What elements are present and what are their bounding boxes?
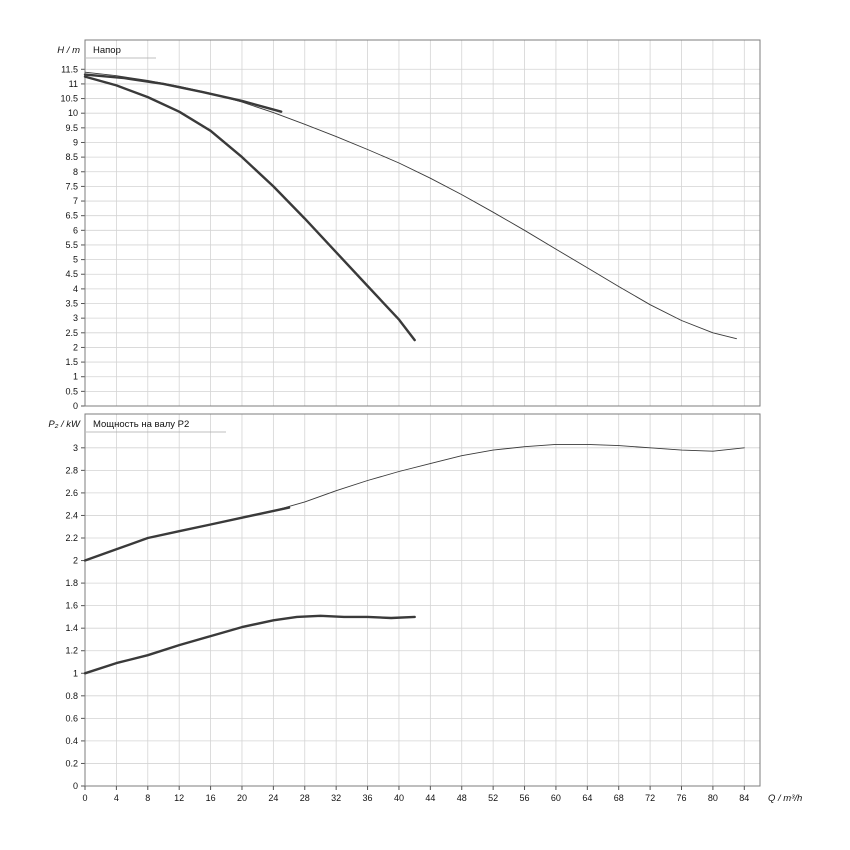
y-tick-label: 5 xyxy=(73,255,78,265)
y-tick-label: 2 xyxy=(73,556,78,566)
y-tick-label: 6.5 xyxy=(65,211,78,221)
y-tick-label: 0 xyxy=(73,401,78,411)
x-tick-label: 4 xyxy=(114,793,119,803)
y-tick-label: 2.4 xyxy=(65,510,78,520)
power-chart-layer: 0 0.2 0.4 0.6 0.8 1 1.2 1.4 1.6 1.8 2 2.2 2.4 2.6 2.8 3… xyxy=(65,413,761,803)
y-tick-label: 3 xyxy=(73,443,78,453)
x-tick-label: 72 xyxy=(645,793,655,803)
y-tick-label: 2.2 xyxy=(65,533,78,543)
y-tick-label: 6 xyxy=(73,225,78,235)
plot-frame xyxy=(84,39,761,407)
head-chart-layer: 00.511.522.533.544.555.566.577.588.599.5… xyxy=(60,39,761,411)
x-tick-label: 20 xyxy=(237,793,247,803)
head-chart-title: Напор xyxy=(93,45,121,56)
y-tick-label: 11 xyxy=(69,79,78,89)
x-tick-label: 60 xyxy=(551,793,561,803)
y-tick-label: 8 xyxy=(73,167,78,177)
y-tick-label: 1.8 xyxy=(65,578,78,588)
y-tick-label: 5.5 xyxy=(65,240,78,250)
x-tick-label: 36 xyxy=(363,793,373,803)
y-tick-label: 1 xyxy=(73,668,78,678)
x-tick-label: 56 xyxy=(520,793,530,803)
x-axis-unit-label: Q / m³/h xyxy=(768,793,802,804)
x-tick-label: 28 xyxy=(300,793,310,803)
x-tick-label: 0 xyxy=(82,793,87,803)
x-tick-label: 8 xyxy=(145,793,150,803)
power-axis-unit-label: P₂ / kW xyxy=(48,419,81,430)
y-tick-label: 1.6 xyxy=(65,601,78,611)
power-chart-title: Мощность на валу P2 xyxy=(93,419,189,430)
y-tick-label: 7 xyxy=(73,196,78,206)
y-tick-label: 0.6 xyxy=(65,713,78,723)
x-tick-label: 12 xyxy=(174,793,184,803)
head-curve-upper-bold xyxy=(83,73,283,113)
head-curve-steep-bold xyxy=(83,75,416,342)
y-tick-label: 1.2 xyxy=(65,646,78,656)
y-tick-label: 4 xyxy=(73,284,78,294)
head-curve-max-speed-thin xyxy=(84,71,737,340)
y-tick-label: 4.5 xyxy=(65,269,78,279)
x-tick-label: 44 xyxy=(425,793,435,803)
y-tick-label: 2.8 xyxy=(65,465,78,475)
x-tick-label: 40 xyxy=(394,793,404,803)
y-tick-label: 2.5 xyxy=(65,328,78,338)
x-tick-label: 16 xyxy=(206,793,216,803)
y-tick-label: 0.4 xyxy=(65,736,78,746)
y-tick-label: 1.5 xyxy=(65,357,78,367)
y-tick-label: 2 xyxy=(73,342,78,352)
power-curve-max-speed-thin xyxy=(84,443,745,561)
x-tick-label: 32 xyxy=(331,793,341,803)
y-tick-label: 0.8 xyxy=(65,691,78,701)
y-tick-label: 0.5 xyxy=(65,386,78,396)
y-tick-label: 3.5 xyxy=(65,299,78,309)
x-tick-label: 80 xyxy=(708,793,718,803)
y-tick-label: 3 xyxy=(73,313,78,323)
y-tick-label: 0 xyxy=(73,781,78,791)
x-tick-label: 52 xyxy=(488,793,498,803)
y-tick-label: 9 xyxy=(73,137,78,147)
x-tick-label: 64 xyxy=(582,793,592,803)
power-curve-lower-bold xyxy=(83,614,416,675)
y-tick-label: 7.5 xyxy=(65,181,78,191)
y-tick-label: 8.5 xyxy=(65,152,78,162)
head-axis-unit-label: H / m xyxy=(57,45,80,56)
y-tick-label: 10.5 xyxy=(60,94,78,104)
y-tick-label: 1 xyxy=(73,372,78,382)
y-tick-label: 9.5 xyxy=(65,123,78,133)
y-tick-label: 0.2 xyxy=(65,758,78,768)
x-tick-label: 68 xyxy=(614,793,624,803)
y-tick-label: 2.6 xyxy=(65,488,78,498)
x-tick-label: 48 xyxy=(457,793,467,803)
plot-frame xyxy=(84,413,761,787)
power-curve-upper-bold xyxy=(83,506,291,562)
y-tick-label: 11.5 xyxy=(61,64,78,74)
x-tick-label: 24 xyxy=(268,793,278,803)
x-tick-label: 76 xyxy=(677,793,687,803)
y-tick-label: 10 xyxy=(68,108,78,118)
y-tick-label: 1.4 xyxy=(65,623,78,633)
x-tick-label: 84 xyxy=(739,793,749,803)
